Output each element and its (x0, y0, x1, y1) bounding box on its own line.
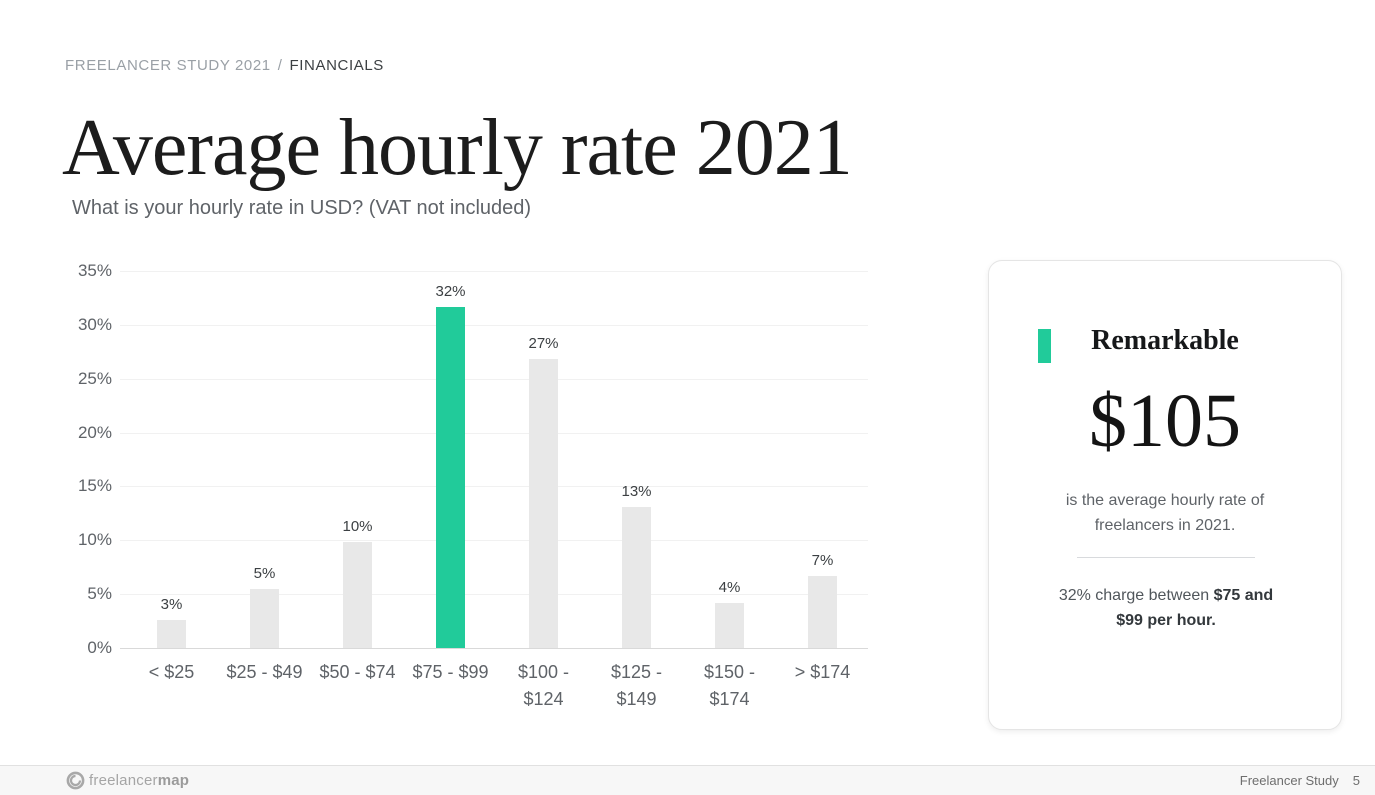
bar-7 (715, 602, 744, 648)
breadcrumb-section: FREELANCER STUDY 2021 (65, 57, 271, 74)
footer-logo-bold: map (157, 772, 190, 789)
gridline (120, 540, 868, 542)
y-axis-tick-label: 15% (77, 476, 112, 496)
freelancermap-logo-icon (66, 771, 85, 790)
gridline (120, 271, 868, 272)
footer-page-number: 5 (1352, 773, 1360, 788)
breadcrumb-separator: / (277, 57, 283, 74)
card-note-bold: $75 and $99 per hour. (1116, 587, 1274, 629)
card-divider (1077, 557, 1255, 558)
footer-right: Freelancer Study 5 (1240, 773, 1360, 788)
breadcrumb-current-page: FINANCIALS (289, 57, 384, 74)
y-axis-tick-label: 30% (77, 314, 112, 334)
footer-doc-title: Freelancer Study (1239, 773, 1339, 788)
bar-4 (436, 306, 465, 648)
y-axis-tick-label: 25% (77, 368, 112, 388)
footer-logo: freelancermap (66, 771, 189, 790)
page-title: Average hourly rate 2021 (62, 104, 853, 192)
bar-value-label: 4% (718, 578, 741, 596)
x-axis-tick-label: $50 - $74 (319, 662, 396, 682)
gridline (120, 324, 868, 326)
stat-card: Remarkable $105 is the average hourly ra… (988, 260, 1342, 730)
x-axis-tick-label: > $174 (794, 662, 851, 682)
bar-6 (622, 506, 651, 648)
card-description: is the average hourly rate of freelancer… (989, 488, 1341, 538)
x-axis-tick-label: < $25 (148, 662, 195, 682)
bar-5 (529, 359, 558, 648)
card-description-line2: freelancers in 2021. (1094, 517, 1236, 534)
y-axis-tick-label: 5% (87, 584, 112, 604)
y-axis-tick-label: 10% (77, 530, 112, 550)
page-subtitle: What is your hourly rate in USD? (VAT no… (72, 197, 532, 219)
gridline (120, 594, 868, 596)
y-axis-tick-label: 20% (77, 422, 112, 442)
x-axis-tick-label: $100 - $124 (517, 662, 570, 709)
bar-value-label: 32% (435, 282, 466, 300)
x-axis-tick-label: $125 - $149 (610, 662, 663, 709)
footer-logo-text: freelancermap (89, 772, 189, 789)
bar-8 (808, 575, 837, 648)
bar-2 (250, 588, 279, 648)
bar-3 (343, 542, 372, 648)
bar-value-label: 10% (342, 518, 373, 536)
card-big-value: $105 (1089, 379, 1241, 463)
card-note-prefix: 32% charge between (1058, 587, 1214, 604)
x-axis-tick-label: $75 - $99 (412, 662, 489, 682)
y-axis-tick-label: 35% (77, 261, 112, 280)
gridline (120, 648, 868, 649)
gridline (120, 486, 868, 488)
x-axis-tick-label: $25 - $49 (226, 662, 303, 682)
x-axis-tick-label: $150 - $174 (703, 662, 756, 709)
footer: freelancermap Freelancer Study 5 (0, 765, 1375, 795)
footer-logo-regular: freelancer (89, 772, 158, 789)
card-accent-bar (1038, 329, 1051, 363)
card-note: 32% charge between $75 and $99 per hour. (1058, 583, 1274, 633)
gridline (120, 378, 868, 380)
card-heading: Remarkable (1091, 325, 1239, 356)
bar-value-label: 7% (811, 551, 834, 569)
card-description-line1: is the average hourly rate of (1065, 492, 1265, 509)
bar-value-label: 13% (621, 482, 652, 500)
bar-value-label: 27% (528, 335, 559, 353)
bar-value-label: 5% (253, 564, 276, 582)
bar-value-label: 3% (160, 595, 183, 613)
y-axis-tick-label: 0% (87, 638, 112, 657)
bar-chart: 0% 5% 10% 15% 20% 25% 30% 35% 3% < $25 5% $25 - $49… (77, 261, 868, 709)
bar-1 (157, 619, 186, 648)
gridline (120, 432, 868, 434)
breadcrumb: FREELANCER STUDY 2021 / FINANCIALS (65, 57, 384, 74)
